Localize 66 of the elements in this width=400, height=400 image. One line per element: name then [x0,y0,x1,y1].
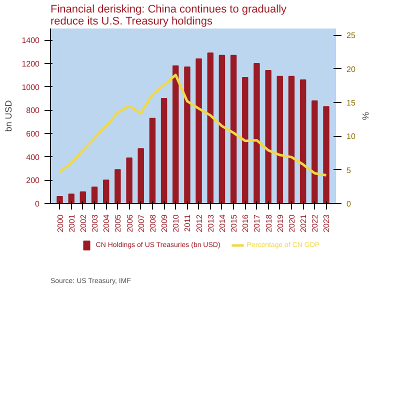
x-tick-label: 2017 [252,214,262,232]
x-tick-label: 2006 [125,214,134,232]
y-tick-label: 1000 [22,82,40,92]
x-tick-label: 2022 [310,214,320,232]
y2-tick-label: 15 [346,98,356,108]
y-tick-label: 800 [26,106,40,116]
x-tick-label: 2011 [183,214,192,232]
x-tick-label: 2020 [287,214,296,232]
y2-tick-label: 25 [346,31,356,40]
y-tick-label: 600 [26,130,40,138]
y-tick-label: 1200 [22,60,40,68]
bar [126,158,132,204]
y2-axis-title: % [360,112,370,120]
x-tick-label: 2004 [102,214,112,232]
bar [149,118,156,204]
bar [68,194,74,204]
bar [196,58,202,204]
y2-tick-label: 5 [346,166,352,175]
bar [254,63,260,204]
x-tick-label: 2008 [148,214,158,232]
bar [80,191,86,204]
y-axis-title: bn USD [4,100,14,132]
bar [207,52,214,204]
bar [323,106,330,204]
x-tick-label: 2021 [299,214,308,232]
y2-tick-label: 20 [346,64,356,74]
bar [312,100,318,204]
x-tick-label: 2003 [90,214,100,232]
x-tick-label: 2000 [56,214,65,232]
line-series [58,74,328,176]
y-tick-label: 200 [26,176,40,186]
bar [184,66,190,204]
x-tick-label: 2018 [264,214,274,232]
y2-tick-label: 10 [346,132,356,142]
bar [160,98,168,204]
bar [300,79,306,204]
y2-tick-label: 0 [346,200,352,208]
x-tick-label: 2015 [230,214,239,232]
bar [218,54,226,204]
x-tick-label: 2012 [194,214,204,232]
x-tick-label: 2014 [218,214,227,232]
bar [114,169,121,204]
x-tick-label: 2013 [206,214,216,232]
bar [230,54,237,204]
bar [276,76,283,204]
bar [138,148,144,204]
x-tick-label: 2002 [78,214,88,232]
x-tick-label: 2005 [114,214,123,232]
y-tick-label: 0 [35,200,40,208]
bar [56,196,63,204]
x-tick-label: 2001 [67,214,76,232]
y-tick-label: 1400 [22,36,40,46]
x-tick-label: 2023 [322,214,332,232]
bar [103,180,110,204]
x-tick-label: 2019 [276,214,285,232]
x-tick-label: 2007 [136,214,146,232]
x-tick-label: 2009 [160,214,170,232]
bar [288,76,295,204]
x-tick-label: 2016 [241,214,250,232]
chart-title: Financial derisking: China continues to gradually reduce its U.S. Treasury holdings [50,4,288,28]
y-tick-label: 400 [26,152,40,162]
bar [172,65,179,204]
bar [91,186,98,204]
x-tick-label: 2010 [172,214,181,232]
bar [265,70,272,204]
bar [242,77,248,204]
